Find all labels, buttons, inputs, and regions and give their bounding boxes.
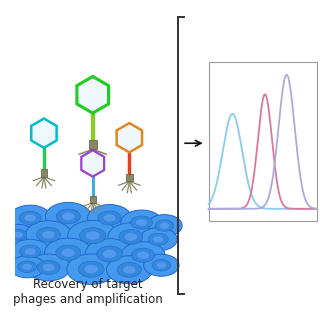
Bar bbox=[126, 174, 133, 181]
Ellipse shape bbox=[98, 211, 121, 225]
Ellipse shape bbox=[156, 262, 166, 268]
Text: Recovery of target
phages and amplification: Recovery of target phages and amplificat… bbox=[13, 278, 163, 307]
Ellipse shape bbox=[117, 262, 141, 277]
Ellipse shape bbox=[9, 229, 27, 240]
Ellipse shape bbox=[97, 246, 122, 262]
Ellipse shape bbox=[1, 224, 35, 245]
Ellipse shape bbox=[13, 232, 23, 237]
Ellipse shape bbox=[25, 248, 36, 255]
Ellipse shape bbox=[123, 266, 136, 274]
Ellipse shape bbox=[86, 231, 100, 240]
Ellipse shape bbox=[62, 212, 75, 220]
Ellipse shape bbox=[67, 254, 116, 284]
Ellipse shape bbox=[148, 233, 168, 245]
Ellipse shape bbox=[152, 260, 171, 271]
Ellipse shape bbox=[78, 261, 104, 277]
Ellipse shape bbox=[131, 216, 152, 229]
Ellipse shape bbox=[144, 254, 179, 276]
Ellipse shape bbox=[56, 245, 81, 260]
Ellipse shape bbox=[136, 219, 147, 226]
Ellipse shape bbox=[155, 220, 174, 231]
Ellipse shape bbox=[19, 211, 41, 225]
Ellipse shape bbox=[84, 265, 98, 273]
Polygon shape bbox=[31, 118, 57, 148]
Ellipse shape bbox=[10, 205, 51, 231]
Ellipse shape bbox=[25, 214, 36, 221]
Polygon shape bbox=[117, 123, 142, 152]
Ellipse shape bbox=[107, 256, 152, 284]
Ellipse shape bbox=[137, 252, 149, 259]
Ellipse shape bbox=[68, 220, 118, 251]
Ellipse shape bbox=[160, 223, 169, 228]
Ellipse shape bbox=[27, 254, 70, 281]
Bar bbox=[89, 140, 97, 149]
Ellipse shape bbox=[124, 233, 137, 241]
Ellipse shape bbox=[121, 210, 162, 235]
Ellipse shape bbox=[10, 256, 45, 278]
Ellipse shape bbox=[119, 229, 143, 244]
Ellipse shape bbox=[85, 239, 134, 269]
Ellipse shape bbox=[88, 204, 132, 231]
Ellipse shape bbox=[80, 228, 106, 244]
Ellipse shape bbox=[26, 221, 71, 249]
Ellipse shape bbox=[140, 228, 177, 251]
Ellipse shape bbox=[43, 264, 54, 271]
Ellipse shape bbox=[103, 214, 116, 222]
Ellipse shape bbox=[132, 248, 155, 262]
Ellipse shape bbox=[147, 215, 182, 236]
Ellipse shape bbox=[36, 228, 60, 242]
Ellipse shape bbox=[62, 249, 75, 257]
Ellipse shape bbox=[22, 264, 32, 270]
Ellipse shape bbox=[108, 223, 154, 251]
Ellipse shape bbox=[153, 236, 164, 243]
Ellipse shape bbox=[45, 203, 91, 230]
Ellipse shape bbox=[42, 231, 55, 239]
Polygon shape bbox=[77, 76, 108, 113]
Ellipse shape bbox=[18, 261, 36, 273]
Ellipse shape bbox=[20, 245, 41, 258]
Ellipse shape bbox=[44, 238, 92, 268]
Bar bbox=[90, 196, 96, 203]
Ellipse shape bbox=[10, 239, 50, 264]
Ellipse shape bbox=[56, 209, 80, 224]
Ellipse shape bbox=[37, 260, 60, 275]
Polygon shape bbox=[81, 150, 104, 177]
Ellipse shape bbox=[103, 250, 116, 258]
Bar bbox=[41, 169, 47, 177]
Bar bbox=[209, 62, 317, 221]
Ellipse shape bbox=[121, 242, 165, 268]
